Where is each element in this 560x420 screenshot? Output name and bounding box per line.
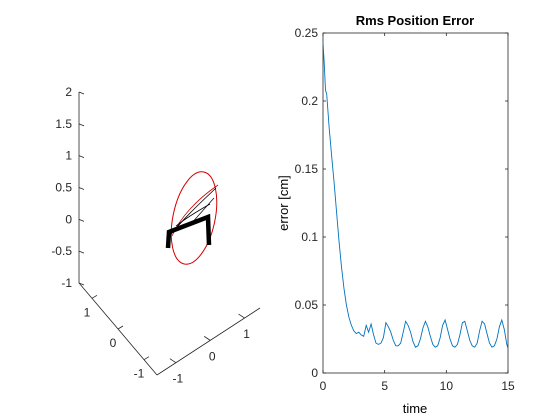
z-tick-label: 0 <box>65 212 72 226</box>
y-tick-label: 0.05 <box>295 298 319 312</box>
x-axis-title: time <box>403 401 428 416</box>
right-plot-title: Rms Position Error <box>356 13 474 28</box>
z-tick-label: 2 <box>65 85 72 99</box>
y-tick-label: 0 <box>311 366 318 380</box>
x-tick-label: 10 <box>440 379 454 393</box>
y-tick-label: 0 <box>110 336 117 350</box>
x-tick-label: 5 <box>381 379 388 393</box>
y-tick-label: -1 <box>134 367 145 381</box>
z-tick-label: 1.5 <box>55 117 72 131</box>
z-tick-label: -0.5 <box>51 244 72 258</box>
y-tick-label: 0.15 <box>295 162 319 176</box>
z-tick-label: 1 <box>65 149 72 163</box>
y-tick-label: 0.2 <box>301 94 318 108</box>
x-tick-label: -1 <box>173 372 184 386</box>
y-tick-label: 0.1 <box>301 230 318 244</box>
x-tick-label: 1 <box>243 327 250 341</box>
x-tick-label: 15 <box>501 379 515 393</box>
x-tick-label: 0 <box>320 379 327 393</box>
z-tick-label: 0.5 <box>55 181 72 195</box>
z-tick-label: -1 <box>61 276 72 290</box>
y-tick-label: 1 <box>84 305 91 319</box>
y-axis-title: error [cm] <box>276 175 291 231</box>
y-tick-label: 0.25 <box>295 26 319 40</box>
x-tick-label: 0 <box>209 349 216 363</box>
